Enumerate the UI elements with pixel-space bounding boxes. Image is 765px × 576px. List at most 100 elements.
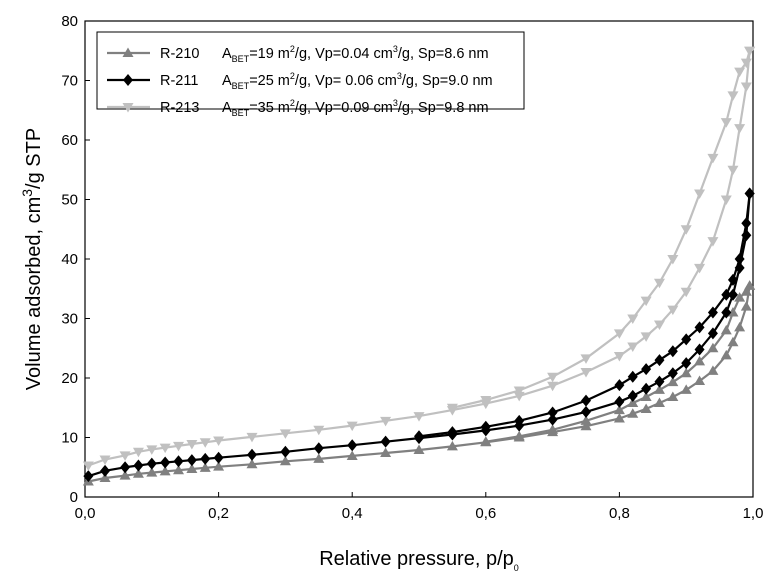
- desorption-point: [734, 67, 746, 78]
- adsorption-point: [707, 365, 719, 375]
- adsorption-point: [680, 287, 692, 298]
- desorption-point: [547, 372, 559, 383]
- desorption-point: [667, 255, 679, 265]
- desorption-point: [694, 355, 706, 366]
- adsorption-point: [146, 445, 158, 455]
- desorption-point: [580, 415, 592, 425]
- adsorption-point: [707, 327, 718, 340]
- x-tick-label: 1,0: [743, 505, 764, 522]
- desorption-point: [580, 354, 592, 364]
- desorption-point: [707, 306, 718, 319]
- y-tick-label: 40: [61, 251, 78, 268]
- adsorption-point: [727, 165, 739, 176]
- desorption-point: [614, 379, 625, 392]
- legend-swatch-marker: [123, 74, 133, 86]
- adsorption-point: [279, 455, 291, 466]
- adsorption-point: [313, 425, 325, 436]
- adsorption-point: [213, 461, 225, 471]
- y-tick-label: 0: [70, 489, 78, 506]
- adsorption-point: [280, 445, 291, 458]
- legend-label: R-213 ABET=35 m2/g, Vp=0.09 cm3/g, Sp=9.8…: [160, 98, 489, 118]
- legend-swatch-marker: [122, 47, 134, 57]
- adsorption-point: [740, 301, 752, 311]
- adsorption-point: [547, 381, 559, 392]
- desorption-point: [547, 424, 559, 434]
- y-tick-label: 80: [61, 13, 78, 30]
- desorption-point: [627, 314, 639, 324]
- adsorption-point: [380, 416, 392, 427]
- adsorption-point: [680, 384, 692, 394]
- adsorption-point: [346, 450, 358, 460]
- y-axis: 0 10 20 30 40 50 60 70 80: [61, 13, 90, 506]
- desorption-point: [720, 324, 732, 335]
- adsorption-point: [653, 397, 665, 407]
- adsorption-point: [627, 342, 639, 352]
- x-tick-label: 0,8: [609, 505, 630, 522]
- adsorption-line: [88, 285, 751, 483]
- adsorption-point: [413, 444, 425, 454]
- adsorption-point: [186, 454, 197, 467]
- y-tick-label: 50: [61, 192, 78, 209]
- y-tick-label: 10: [61, 430, 78, 447]
- desorption-point: [613, 329, 625, 339]
- desorption-point: [740, 286, 752, 296]
- adsorption-point: [681, 357, 692, 370]
- legend-entry-r-213: R-213 ABET=35 m2/g, Vp=0.09 cm3/g, Sp=9.8…: [107, 98, 489, 118]
- desorption-point: [447, 426, 458, 439]
- adsorption-point: [213, 451, 224, 464]
- adsorption-point: [446, 440, 458, 451]
- x-tick-label: 0,2: [208, 505, 229, 522]
- desorption-point: [640, 296, 652, 307]
- adsorption-point: [313, 442, 324, 455]
- desorption-point: [613, 404, 625, 415]
- adsorption-point: [146, 457, 157, 470]
- adsorption-point: [667, 305, 679, 316]
- desorption-point: [681, 333, 692, 346]
- x-axis: 0,0 0,2 0,4 0,6 0,8 1,0: [75, 492, 764, 522]
- desorption-point: [707, 153, 719, 164]
- desorption-point: [744, 187, 755, 200]
- adsorption-point: [279, 429, 291, 439]
- legend-label: R-211 ABET=25 m2/g, Vp= 0.06 cm3/g, Sp=9.…: [160, 71, 493, 91]
- adsorption-point: [246, 432, 258, 443]
- adsorption-point: [580, 420, 592, 431]
- adsorption-point: [173, 464, 185, 475]
- legend-box: [96, 31, 525, 110]
- legend: R-210 ABET=19 m2/g, Vp=0.04 cm3/g, Sp=8.6…: [96, 31, 525, 118]
- adsorption-point: [640, 332, 652, 342]
- x-tick-label: 0,0: [75, 505, 96, 522]
- adsorption-point: [247, 448, 257, 461]
- adsorption-point: [82, 461, 94, 471]
- desorption-point: [480, 436, 492, 446]
- adsorption-point: [640, 403, 652, 413]
- legend-entry-r-211: R-211 ABET=25 m2/g, Vp= 0.06 cm3/g, Sp=9.…: [107, 71, 493, 91]
- adsorption-point: [547, 413, 558, 426]
- adsorption-point: [614, 395, 625, 408]
- desorption-point: [694, 189, 706, 200]
- desorption-point: [446, 403, 458, 414]
- adsorption-point: [313, 453, 325, 463]
- adsorption-point: [173, 441, 185, 452]
- adsorption-point: [707, 237, 719, 247]
- adsorption-point: [200, 452, 211, 465]
- desorption-point: [741, 217, 752, 230]
- series-r-210: [82, 280, 756, 486]
- adsorption-point: [186, 440, 198, 450]
- y-tick-label: 30: [61, 311, 78, 328]
- adsorption-point: [213, 436, 225, 446]
- adsorption-point: [199, 438, 211, 448]
- adsorption-point: [132, 447, 144, 458]
- desorption-point: [480, 396, 492, 406]
- desorption-point: [740, 58, 752, 69]
- adsorption-point: [734, 321, 746, 332]
- series-r-211: [83, 187, 755, 483]
- adsorption-line: [87, 193, 751, 478]
- adsorption-point: [199, 462, 211, 472]
- adsorption-point: [160, 456, 171, 469]
- adsorption-point: [613, 412, 625, 423]
- desorption-point: [734, 253, 745, 265]
- adsorption-point: [627, 389, 638, 402]
- adsorption-point: [159, 443, 171, 454]
- adsorption-point: [721, 306, 732, 319]
